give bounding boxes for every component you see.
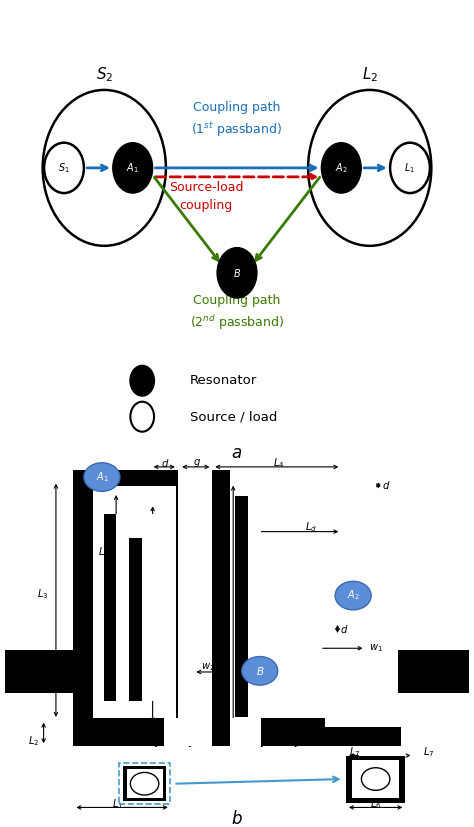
Bar [221, 470, 401, 727]
Bar [212, 470, 230, 727]
Text: Coupling path
(1$^{st}$ passband): Coupling path (1$^{st}$ passband) [191, 101, 283, 139]
Text: $w_2$: $w_2$ [201, 661, 215, 673]
Text: $b$: $b$ [231, 810, 243, 827]
Bar [248, 496, 261, 717]
Bar [104, 514, 116, 701]
Bar [127, 769, 163, 798]
Text: $\mathit{A}_2$: $\mathit{A}_2$ [347, 589, 359, 603]
Bar [352, 760, 399, 798]
Text: $w_1$: $w_1$ [369, 643, 383, 654]
Circle shape [390, 143, 430, 193]
Text: $d$: $d$ [382, 480, 390, 491]
Text: $w_4$: $w_4$ [246, 718, 261, 729]
Text: $L_1$: $L_1$ [112, 796, 123, 810]
Text: $d$: $d$ [340, 624, 349, 635]
Circle shape [361, 767, 390, 791]
Bar [346, 756, 405, 802]
Bar [230, 718, 261, 746]
Bar [129, 538, 142, 701]
Text: $\mathit{B}$: $\mathit{B}$ [255, 665, 264, 676]
Text: $a$: $a$ [231, 443, 243, 461]
Bar [142, 514, 154, 701]
Text: $L_1$: $L_1$ [404, 161, 416, 174]
Text: $g$: $g$ [193, 457, 201, 469]
Text: $L_b$: $L_b$ [167, 734, 179, 748]
Bar [178, 470, 212, 727]
Text: $L_a$: $L_a$ [273, 734, 284, 748]
Text: $d$: $d$ [161, 457, 169, 469]
Text: $w_0$: $w_0$ [25, 671, 39, 682]
Circle shape [130, 402, 154, 432]
Bar [116, 514, 129, 701]
Circle shape [44, 143, 84, 193]
Text: $r$: $r$ [384, 761, 391, 772]
Circle shape [130, 772, 159, 795]
Text: $L_d$: $L_d$ [305, 520, 318, 533]
Text: $S_1$: $S_1$ [58, 161, 70, 174]
Bar [178, 470, 221, 727]
Circle shape [130, 366, 154, 396]
Text: $L_c$: $L_c$ [136, 608, 147, 621]
Text: $\mathit{A}_1$: $\mathit{A}_1$ [96, 471, 108, 484]
Circle shape [242, 657, 278, 685]
Bar [196, 718, 212, 746]
Bar [235, 496, 248, 717]
Circle shape [321, 143, 361, 193]
Text: $L_2$: $L_2$ [362, 65, 378, 84]
Bar [149, 718, 325, 746]
Text: Source-load
coupling: Source-load coupling [169, 181, 244, 213]
Bar [221, 470, 230, 727]
Circle shape [84, 463, 120, 491]
Text: $L_6$: $L_6$ [370, 796, 382, 810]
Text: Resonator: Resonator [190, 375, 257, 387]
Bar [73, 470, 401, 746]
Circle shape [217, 247, 257, 298]
Text: Port 1: Port 1 [15, 665, 50, 678]
Bar [164, 718, 196, 746]
Circle shape [113, 143, 153, 193]
Bar [93, 485, 176, 718]
Text: $L_e$: $L_e$ [98, 546, 109, 559]
Text: $w_3$: $w_3$ [198, 718, 212, 729]
Text: Port 2: Port 2 [424, 665, 459, 678]
Bar [119, 763, 170, 804]
Text: $L_5$: $L_5$ [216, 590, 228, 605]
Text: $L_7$: $L_7$ [423, 745, 435, 758]
Circle shape [335, 581, 371, 609]
Text: $L_4$: $L_4$ [273, 456, 284, 470]
Bar [5, 650, 81, 693]
Text: $L_3$: $L_3$ [37, 587, 48, 600]
Text: $L_2$: $L_2$ [27, 734, 39, 748]
Bar [398, 650, 469, 693]
Text: $S_2$: $S_2$ [96, 65, 113, 84]
Bar [123, 767, 166, 801]
Text: $A_1$: $A_1$ [127, 161, 139, 174]
Text: $L_6$: $L_6$ [368, 780, 379, 793]
Text: Coupling path
(2$^{nd}$ passband): Coupling path (2$^{nd}$ passband) [190, 294, 284, 332]
Text: Source / load: Source / load [190, 410, 277, 423]
Text: $A_2$: $A_2$ [335, 161, 347, 174]
Text: $B$: $B$ [233, 267, 241, 279]
Bar [212, 715, 230, 746]
Text: $L_7$: $L_7$ [349, 745, 360, 758]
